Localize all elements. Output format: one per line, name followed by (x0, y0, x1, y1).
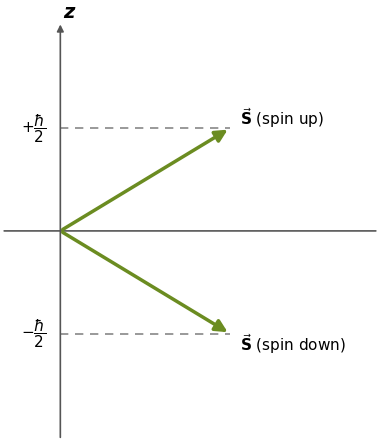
Text: z: z (63, 3, 74, 22)
Text: $\vec{\mathbf{S}}$ (spin down): $\vec{\mathbf{S}}$ (spin down) (239, 332, 345, 356)
Text: $-\dfrac{\hbar}{2}$: $-\dfrac{\hbar}{2}$ (21, 317, 46, 350)
Text: $\vec{\mathbf{S}}$ (spin up): $\vec{\mathbf{S}}$ (spin up) (239, 106, 324, 130)
Text: $+\dfrac{\hbar}{2}$: $+\dfrac{\hbar}{2}$ (21, 112, 46, 145)
